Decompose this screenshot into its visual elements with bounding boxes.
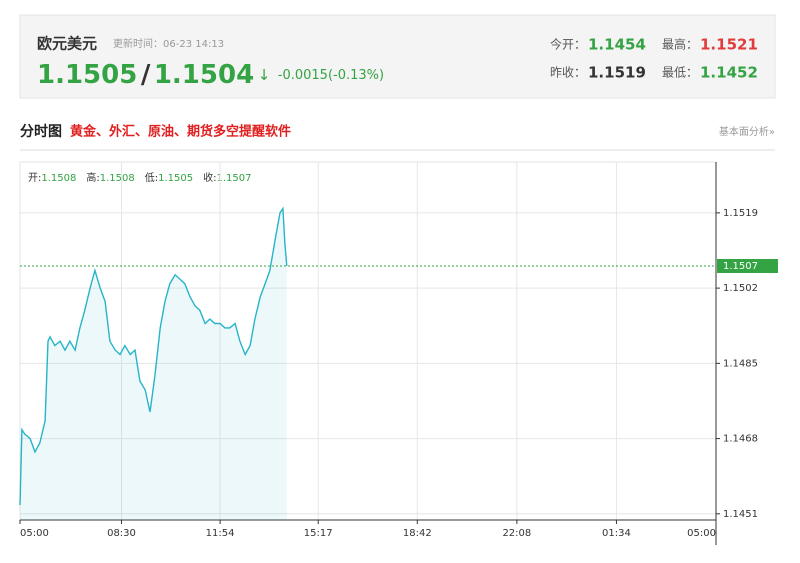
x-tick-label: 22:08 [502,528,531,539]
price-line [19,206,288,506]
symbol-name: 欧元美元 [37,35,97,53]
x-tick-label: 05:00 [687,528,716,539]
bid: 1.1505 [37,60,137,90]
x-tick-label: 18:42 [403,528,432,539]
stat-label: 今开： [550,37,586,52]
info-label: 收: [203,171,216,184]
analysis-link[interactable]: 基本面分析» [719,125,775,138]
stat-value: 1.1452 [700,64,758,82]
quote-box [19,14,776,99]
update-time: 更新时间：06-23 14:13 [113,37,224,50]
info-label: 开: [28,173,41,184]
x-tick-label: 01:34 [602,528,631,539]
ohlc-info: 开:1.1508 高:1.1508 低:1.1505 收:1.1507 [28,171,252,184]
stat-value: 1.1454 [588,36,646,54]
stat-label: 最高： [662,37,698,52]
y-tick-label: 1.1451 [723,509,758,520]
info-label: 高: [86,171,99,184]
info-label: 低: [145,171,158,184]
info-value: 1.1505 [158,173,193,184]
y-tick-label: 1.1485 [723,358,758,369]
separator: / [141,60,151,90]
stat-value: 1.1521 [700,36,758,54]
x-tick-label: 05:00 [20,528,49,539]
current-price-label: 1.1507 [723,261,758,272]
x-tick-label: 15:17 [304,528,333,539]
y-tick-label: 1.1502 [723,283,758,294]
area [20,208,287,520]
price-line: 1.1505 / 1.1504 ↓ -0.0015(-0.13%) [37,60,384,90]
info-value: 1.1508 [100,173,135,184]
current-price-box [717,258,778,273]
stat-label: 最低： [662,66,698,80]
y-tick-label: 1.1519 [723,208,758,219]
x-tick-label: 11:54 [206,528,235,539]
arrow: ↓ [258,66,271,84]
section-title: 分时图 [20,123,62,140]
info-value: 1.1507 [217,173,252,184]
ask: 1.1504 [154,60,254,90]
promo-link[interactable]: 黄金、外汇、原油、期货多空提醒软件 [70,124,291,140]
change: -0.0015(-0.13%) [278,68,384,83]
info-value: 1.1508 [41,173,76,184]
stat-label: 昨收： [550,66,586,80]
x-tick-label: 08:30 [107,528,136,539]
stat-value: 1.1519 [588,64,646,82]
y-tick-label: 1.1468 [723,434,758,445]
